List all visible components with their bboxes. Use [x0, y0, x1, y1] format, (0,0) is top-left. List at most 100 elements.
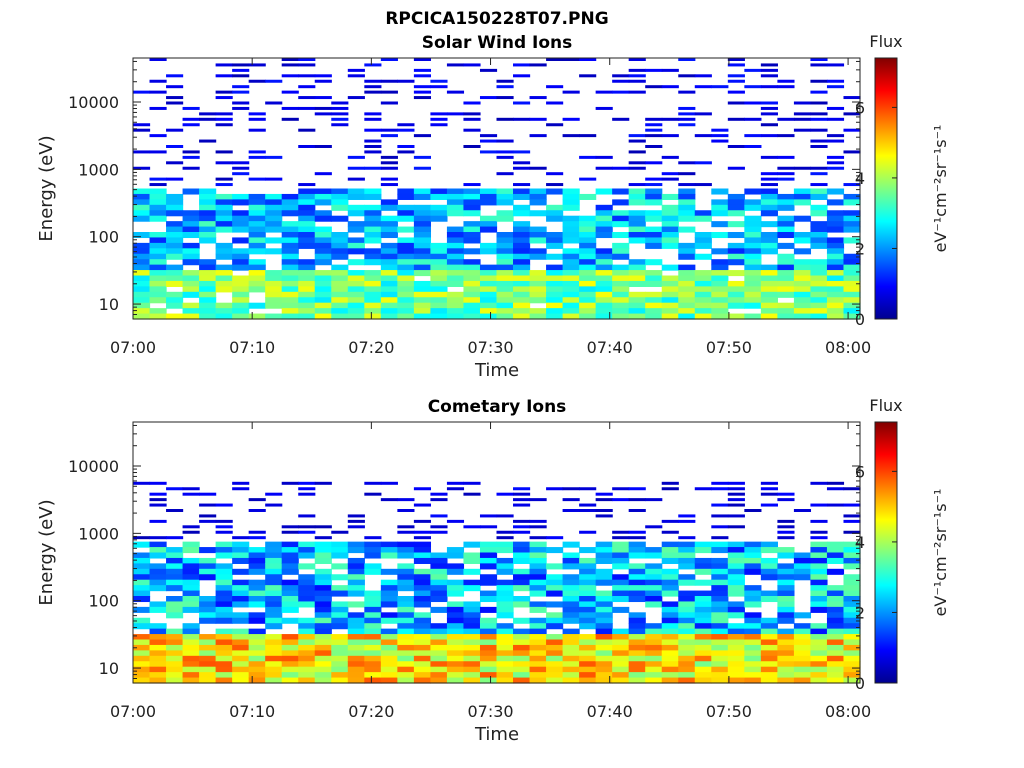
spectrogram-cell	[331, 552, 349, 559]
spectrogram-cell	[397, 639, 415, 646]
spectrogram-cell	[298, 128, 316, 132]
spectrogram-cell	[347, 644, 365, 651]
spectrogram-cell	[546, 172, 564, 176]
spectrogram-cell	[678, 563, 696, 570]
spectrogram-cell	[430, 579, 448, 586]
spectrogram-cell	[430, 123, 448, 127]
spectrogram-cell	[281, 639, 299, 646]
spectrogram-cell	[397, 297, 415, 304]
spectrogram-cell	[364, 547, 382, 554]
spectrogram-cell	[546, 563, 564, 570]
spectrogram-cell	[826, 650, 845, 657]
spectrogram-cell	[331, 666, 349, 673]
spectrogram-cell	[793, 313, 812, 320]
spectrogram-cell	[413, 90, 432, 94]
spectrogram-cell	[298, 193, 316, 200]
spectrogram-cell	[463, 552, 481, 559]
spectrogram-cell	[430, 286, 448, 293]
spectrogram-cell	[727, 655, 745, 662]
spectrogram-cell	[166, 585, 184, 592]
spectrogram-cell	[298, 302, 316, 309]
spectrogram-cell	[496, 85, 514, 89]
spectrogram-cell	[793, 308, 812, 315]
spectrogram-cell	[628, 183, 646, 187]
spectrogram-cell	[232, 655, 250, 662]
spectrogram-cell	[595, 547, 613, 554]
spectrogram-cell	[562, 270, 580, 277]
spectrogram-cell	[678, 579, 696, 586]
spectrogram-cell	[199, 199, 217, 206]
spectrogram-cell	[298, 628, 316, 635]
spectrogram-cell	[843, 672, 861, 679]
spectrogram-cell	[711, 606, 729, 613]
spectrogram-cell	[546, 183, 564, 187]
spectrogram-cell	[166, 177, 184, 181]
spectrogram-cell	[281, 606, 299, 613]
spectrogram-cell	[479, 579, 498, 586]
spectrogram-cell	[612, 536, 630, 540]
spectrogram-cell	[182, 221, 200, 228]
spectrogram-cell	[232, 248, 250, 255]
spectrogram-cell	[744, 215, 762, 222]
spectrogram-cell	[612, 530, 630, 534]
spectrogram-cell	[281, 557, 299, 564]
spectrogram-cell	[645, 655, 663, 662]
spectrogram-cell	[661, 601, 679, 608]
spectrogram-cell	[347, 557, 365, 564]
spectrogram-cell	[413, 585, 432, 592]
spectrogram-cell	[546, 612, 564, 619]
spectrogram-cell	[843, 280, 861, 287]
spectrogram-cell	[446, 210, 465, 217]
spectrogram-cell	[694, 291, 712, 298]
spectrogram-cell	[281, 308, 299, 315]
spectrogram-cell	[562, 677, 580, 684]
spectrogram-cell	[265, 226, 283, 233]
spectrogram-cell	[810, 563, 828, 570]
spectrogram-cell	[678, 655, 696, 662]
spectrogram-cell	[430, 525, 448, 529]
spectrogram-cell	[744, 677, 762, 684]
spectrogram-cell	[331, 308, 349, 315]
spectrogram-cell	[843, 237, 861, 244]
spectrogram-cell	[265, 661, 283, 668]
spectrogram-cell	[760, 123, 778, 127]
spectrogram-cell	[843, 291, 861, 298]
spectrogram-cell	[479, 634, 498, 641]
spectrogram-cell	[546, 280, 564, 287]
spectrogram-cell	[265, 557, 283, 564]
spectrogram-cell	[265, 552, 283, 559]
spectrogram-cell	[661, 568, 679, 575]
spectrogram-cell	[215, 655, 233, 662]
spectrogram-cell	[265, 204, 283, 211]
spectrogram-cell	[727, 58, 745, 61]
spectrogram-cell	[744, 232, 762, 239]
spectrogram-cell	[248, 639, 266, 646]
spectrogram-cell	[133, 313, 151, 320]
spectrogram-cell	[479, 199, 498, 206]
spectrogram-cell	[727, 503, 745, 507]
spectrogram-cell	[397, 145, 415, 148]
spectrogram-cell	[281, 563, 299, 570]
spectrogram-cell	[397, 655, 415, 662]
spectrogram-cell	[645, 623, 663, 630]
spectrogram-cell	[595, 628, 613, 635]
spectrogram-cell	[479, 139, 498, 143]
spectrogram-cell	[166, 74, 184, 78]
spectrogram-cell	[727, 612, 745, 619]
spectrogram-cell	[612, 644, 630, 651]
spectrogram-cell	[331, 612, 349, 619]
spectrogram-cell	[133, 253, 151, 260]
spectrogram-cell	[215, 661, 233, 668]
spectrogram-cell	[314, 275, 332, 282]
spectrogram-cell	[529, 308, 547, 315]
spectrogram-cell	[331, 672, 349, 679]
spectrogram-cell	[711, 666, 729, 673]
spectrogram-cell	[595, 514, 613, 518]
spectrogram-cell	[810, 634, 828, 641]
spectrogram-cell	[397, 204, 415, 211]
spectrogram-cell	[265, 193, 283, 200]
spectrogram-cell	[463, 650, 481, 657]
spectrogram-cell	[645, 601, 663, 608]
spectrogram-cell	[166, 242, 184, 249]
